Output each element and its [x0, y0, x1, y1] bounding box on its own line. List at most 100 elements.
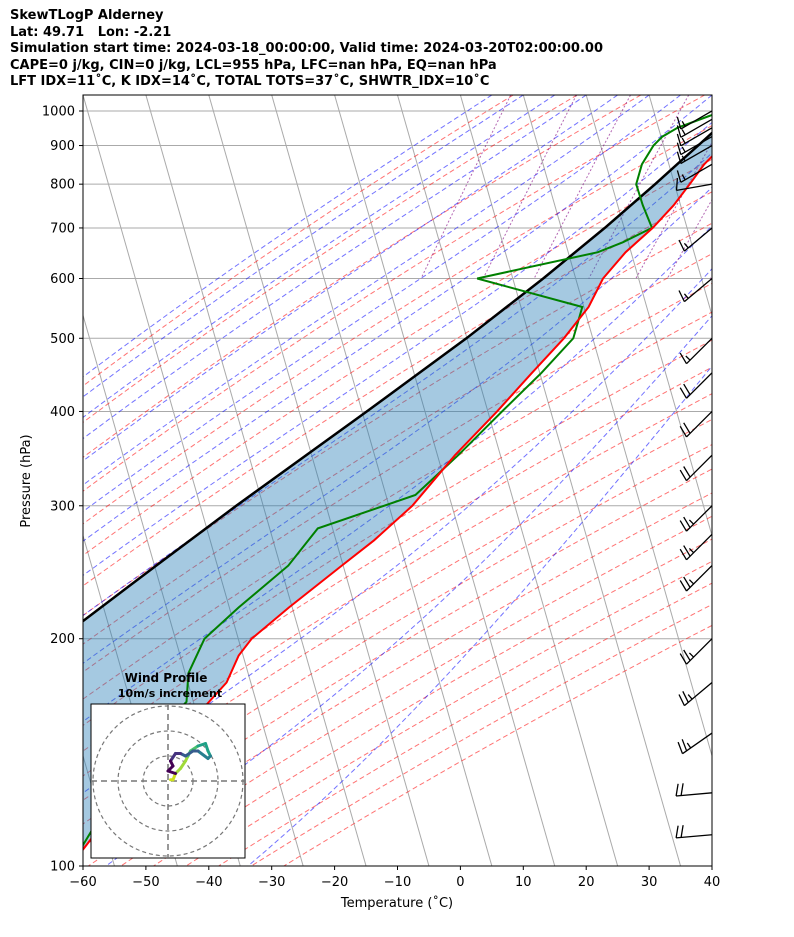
x-tick-label: 30: [641, 875, 658, 890]
wind-barb: [676, 110, 713, 130]
isotherm-line: [585, 95, 712, 538]
dry-adiabat: [185, 560, 712, 866]
moist-adiabat: [105, 314, 712, 866]
location-line: Lat: 49.71 Lon: -2.21: [10, 24, 172, 40]
wind-barb: [675, 825, 713, 839]
x-tick-label: −10: [384, 875, 411, 890]
wind-barb: [679, 410, 713, 438]
moist-adiabat: [247, 365, 712, 866]
dry-adiabat: [83, 468, 712, 848]
wind-barb: [679, 505, 713, 532]
cin-shading: [83, 132, 712, 850]
wind-barb: [679, 638, 713, 665]
x-tick-label: −20: [321, 875, 348, 890]
moist-adiabat: [83, 95, 681, 513]
mixing-ratio-line: [709, 274, 712, 279]
wind-barb: [679, 454, 713, 482]
wind-barb: [679, 533, 713, 561]
dry-adiabat: [153, 538, 712, 866]
wind-barb: [677, 732, 713, 755]
dry-adiabat: [83, 95, 578, 423]
moist-adiabat: [83, 95, 712, 542]
wind-barb: [675, 783, 713, 797]
x-tick-label: −50: [132, 875, 159, 890]
hodograph-area: [91, 704, 245, 858]
hodograph-title: Wind Profile: [125, 671, 208, 685]
wind-barb: [678, 682, 713, 707]
x-tick-label: 20: [578, 875, 595, 890]
hodograph-subtitle: 10m/s increment: [118, 687, 222, 700]
mixing-ratio-line: [666, 198, 712, 279]
indices-line: CAPE=0 j/kg, CIN=0 j/kg, LCL=955 hPa, LF…: [10, 57, 497, 73]
dry-adiabat: [120, 515, 712, 866]
y-tick-label: 600: [50, 272, 75, 287]
dry-adiabat: [83, 95, 514, 387]
y-tick-label: 400: [50, 405, 75, 420]
mixing-ratio-line: [420, 95, 512, 279]
wind-barb: [676, 127, 713, 147]
mixing-ratio-line: [749, 95, 794, 279]
y-tick-label: 1000: [42, 104, 75, 119]
wind-barb: [678, 277, 713, 303]
isotherm-line: [83, 95, 304, 866]
wind-barb: [676, 135, 713, 156]
moist-adiabat: [83, 95, 587, 440]
hodograph-segment: [166, 769, 177, 775]
isotherm-line: [648, 95, 712, 318]
y-axis-label: Pressure (hPa): [19, 434, 34, 527]
wind-barb: [676, 163, 713, 183]
y-tick-label: 700: [50, 221, 75, 236]
mixing-ratio-line: [482, 95, 577, 279]
moist-adiabat: [83, 225, 712, 723]
y-tick-label: 100: [50, 860, 75, 875]
mixing-ratio-line: [533, 95, 631, 279]
dry-adiabat: [218, 582, 712, 866]
isotherm-line: [271, 95, 493, 866]
x-tick-label: 10: [515, 875, 532, 890]
wind-barb: [676, 118, 713, 138]
hodograph-segment: [179, 759, 187, 770]
isotherm-line: [711, 95, 712, 97]
stability-line: LFT IDX=11˚C, K IDX=14˚C, TOTAL TOTS=37˚…: [10, 74, 490, 89]
isotherm-line: [208, 95, 430, 866]
x-tick-label: −60: [69, 875, 96, 890]
dry-adiabat: [88, 492, 712, 866]
time-line: Simulation start time: 2024-03-18_00:00:…: [10, 41, 603, 56]
y-tick-label: 200: [50, 632, 75, 647]
hodograph-segment: [169, 752, 177, 763]
isotherm-line: [775, 95, 794, 866]
hodograph-segment: [184, 749, 195, 758]
x-tick-label: −30: [258, 875, 285, 890]
moist-adiabat: [83, 95, 618, 462]
temperature-line: [83, 154, 712, 852]
y-tick-label: 500: [50, 332, 75, 347]
chart-title: SkewTLogP Alderney: [10, 8, 164, 23]
parcel-profile-line: [83, 131, 712, 623]
hodograph-ring: [117, 730, 219, 832]
wind-barb: [679, 337, 713, 365]
isotherm-line: [145, 95, 367, 866]
y-tick-label: 900: [50, 139, 75, 154]
dry-adiabat: [83, 191, 712, 587]
hodograph-segment: [196, 749, 210, 760]
isotherm-line: [334, 95, 556, 866]
isotherm-line: [459, 95, 682, 866]
wind-barb: [679, 372, 713, 399]
wind-barb: [678, 227, 713, 252]
x-tick-label: 40: [704, 875, 721, 890]
moist-adiabat: [83, 95, 650, 486]
y-tick-label: 800: [50, 178, 75, 193]
dry-adiabat: [83, 158, 712, 556]
moist-adiabat: [83, 95, 524, 398]
moist-adiabat: [83, 95, 556, 418]
x-tick-label: −40: [195, 875, 222, 890]
chart-header: SkewTLogP Alderney Lat: 49.71 Lon: -2.21…: [10, 8, 603, 91]
mixing-ratio-line: [588, 95, 690, 279]
x-tick-label: 0: [456, 875, 464, 890]
dewpoint-line: [83, 113, 712, 848]
wind-barb: [676, 144, 713, 165]
wind-barb: [679, 565, 713, 592]
dry-adiabat: [250, 603, 712, 866]
wind-barb: [675, 178, 713, 192]
dry-adiabat: [83, 95, 642, 458]
